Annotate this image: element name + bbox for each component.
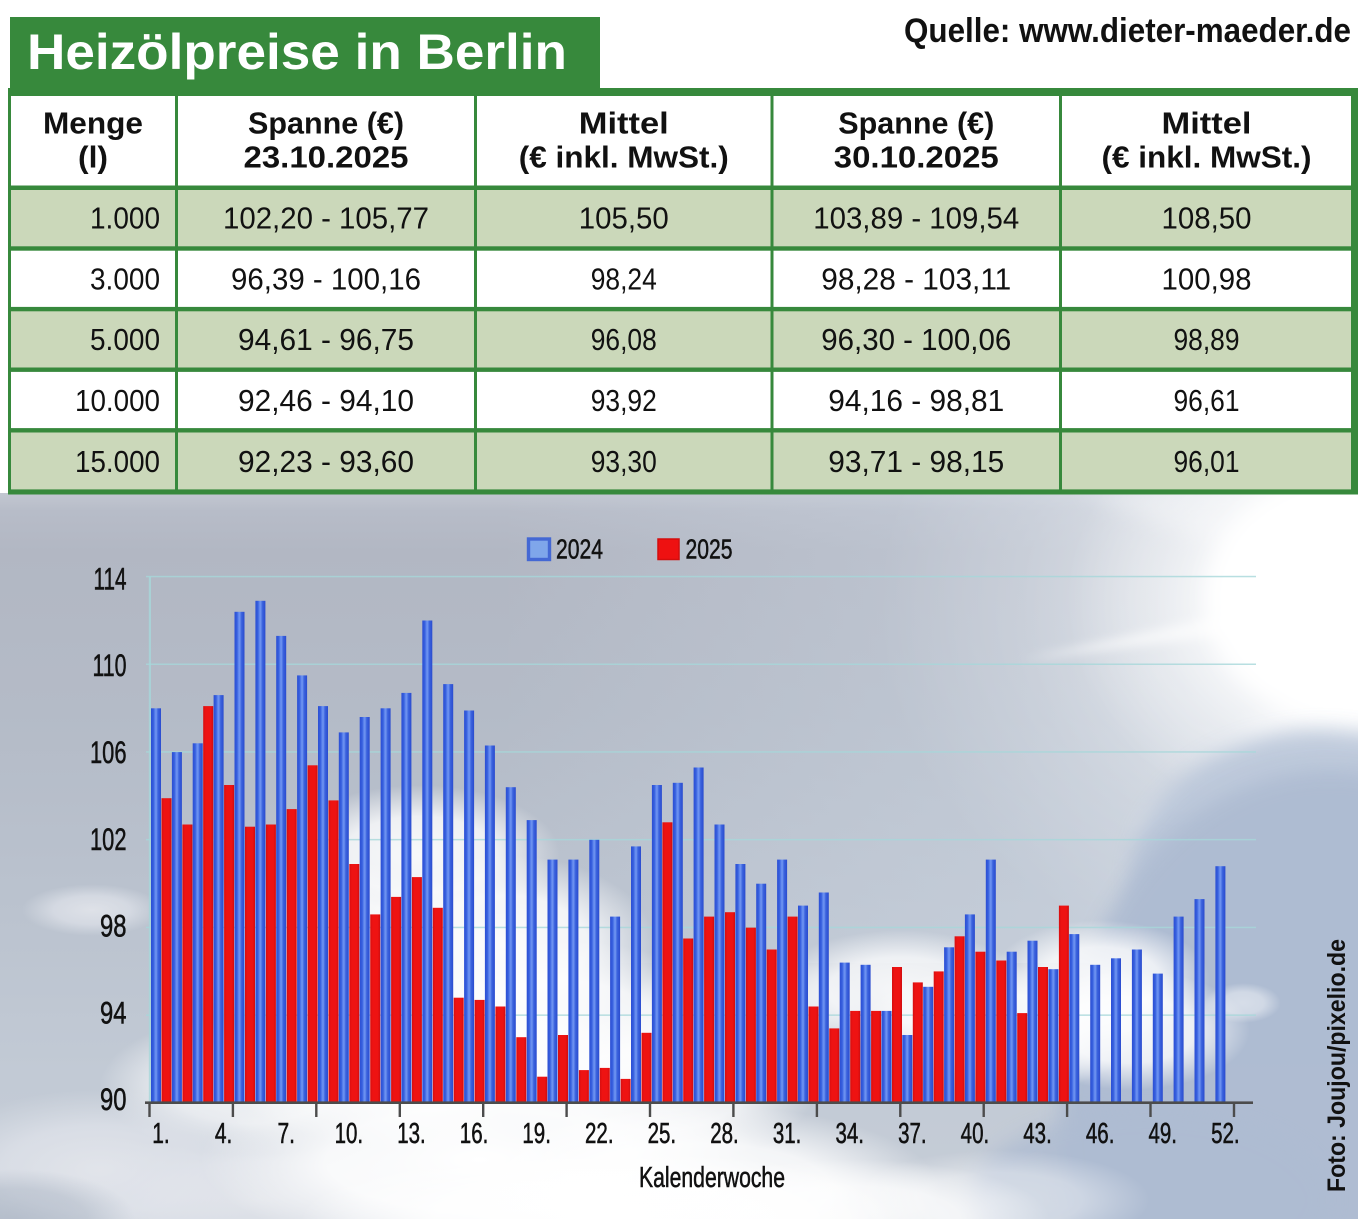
svg-text:22.: 22. xyxy=(585,1118,614,1150)
svg-text:1.000: 1.000 xyxy=(90,201,160,236)
svg-text:Kalenderwoche: Kalenderwoche xyxy=(639,1162,785,1194)
svg-text:23.10.2025: 23.10.2025 xyxy=(244,140,409,175)
svg-text:92,46 - 94,10: 92,46 - 94,10 xyxy=(238,383,414,418)
svg-text:110: 110 xyxy=(93,647,127,683)
svg-text:(€ inkl. MwSt.): (€ inkl. MwSt.) xyxy=(1102,140,1312,175)
svg-text:31.: 31. xyxy=(773,1118,802,1150)
svg-text:49.: 49. xyxy=(1149,1118,1178,1150)
svg-text:30.10.2025: 30.10.2025 xyxy=(834,140,999,175)
svg-text:93,92: 93,92 xyxy=(591,383,657,418)
svg-text:Spanne (€): Spanne (€) xyxy=(838,106,994,141)
svg-text:16.: 16. xyxy=(460,1118,489,1150)
svg-text:108,50: 108,50 xyxy=(1162,201,1252,236)
svg-text:96,39 - 100,16: 96,39 - 100,16 xyxy=(231,262,421,297)
svg-text:102: 102 xyxy=(90,821,127,857)
svg-text:2024: 2024 xyxy=(556,534,603,565)
svg-text:10.: 10. xyxy=(335,1118,364,1150)
svg-text:15.000: 15.000 xyxy=(75,444,160,479)
svg-text:96,61: 96,61 xyxy=(1174,383,1240,418)
svg-text:1.: 1. xyxy=(152,1118,170,1150)
svg-text:96,08: 96,08 xyxy=(591,322,657,357)
svg-text:94,61 - 96,75: 94,61 - 96,75 xyxy=(238,322,414,357)
svg-text:40.: 40. xyxy=(961,1118,990,1150)
svg-text:98,24: 98,24 xyxy=(591,262,657,297)
svg-text:Heizölpreise in Berlin: Heizölpreise in Berlin xyxy=(27,24,567,80)
svg-text:7.: 7. xyxy=(277,1118,295,1150)
svg-text:93,30: 93,30 xyxy=(591,444,657,479)
svg-text:Spanne (€): Spanne (€) xyxy=(248,106,404,141)
svg-text:96,01: 96,01 xyxy=(1174,444,1240,479)
svg-text:4.: 4. xyxy=(215,1118,233,1150)
svg-text:(l): (l) xyxy=(78,140,108,175)
svg-text:37.: 37. xyxy=(898,1118,927,1150)
svg-text:100,98: 100,98 xyxy=(1162,262,1252,297)
svg-text:3.000: 3.000 xyxy=(90,262,160,297)
svg-text:10.000: 10.000 xyxy=(75,383,160,418)
svg-text:105,50: 105,50 xyxy=(579,201,669,236)
svg-text:46.: 46. xyxy=(1086,1118,1115,1150)
svg-text:90: 90 xyxy=(100,1081,127,1117)
svg-text:Mittel: Mittel xyxy=(579,106,669,141)
svg-text:52.: 52. xyxy=(1211,1118,1240,1150)
svg-text:43.: 43. xyxy=(1023,1118,1052,1150)
svg-text:98,28 - 103,11: 98,28 - 103,11 xyxy=(821,262,1011,297)
svg-text:92,23 - 93,60: 92,23 - 93,60 xyxy=(238,444,414,479)
svg-text:Foto: Joujou/pixelio.de: Foto: Joujou/pixelio.de xyxy=(1323,939,1351,1192)
svg-text:2025: 2025 xyxy=(686,534,733,565)
svg-text:96,30 - 100,06: 96,30 - 100,06 xyxy=(821,322,1011,357)
svg-text:28.: 28. xyxy=(710,1118,739,1150)
svg-text:Quelle: www.dieter-maeder.de: Quelle: www.dieter-maeder.de xyxy=(904,12,1351,50)
svg-text:Menge: Menge xyxy=(43,106,143,141)
svg-text:34.: 34. xyxy=(835,1118,864,1150)
svg-text:Mittel: Mittel xyxy=(1162,106,1252,141)
svg-text:106: 106 xyxy=(90,734,127,770)
svg-text:94,16 - 98,81: 94,16 - 98,81 xyxy=(828,383,1004,418)
svg-text:19.: 19. xyxy=(522,1118,551,1150)
svg-text:103,89 - 109,54: 103,89 - 109,54 xyxy=(813,201,1019,236)
svg-text:98,89: 98,89 xyxy=(1174,322,1240,357)
svg-text:(€ inkl. MwSt.): (€ inkl. MwSt.) xyxy=(519,140,729,175)
svg-text:114: 114 xyxy=(94,560,127,596)
svg-text:94: 94 xyxy=(100,994,127,1030)
svg-text:98: 98 xyxy=(100,908,127,944)
svg-text:5.000: 5.000 xyxy=(90,322,160,357)
svg-text:25.: 25. xyxy=(648,1118,677,1150)
svg-text:93,71 - 98,15: 93,71 - 98,15 xyxy=(828,444,1004,479)
svg-text:13.: 13. xyxy=(397,1118,426,1150)
svg-text:102,20 - 105,77: 102,20 - 105,77 xyxy=(223,201,429,236)
